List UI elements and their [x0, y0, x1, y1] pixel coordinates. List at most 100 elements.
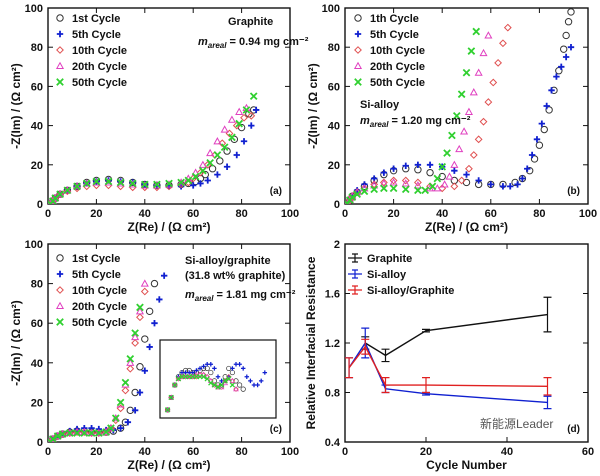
data-point: [141, 367, 148, 374]
y-tick-label: 40: [31, 121, 43, 133]
inset-point: [218, 382, 225, 388]
plot-frame: [344, 7, 589, 205]
data-point: [191, 172, 200, 181]
inset-point: [233, 386, 239, 392]
data-point: [440, 180, 449, 188]
data-point: [540, 125, 548, 134]
data-point: [184, 176, 193, 185]
x-tick-label: 20: [387, 208, 399, 220]
legend-marker: [56, 318, 64, 326]
x-tick-label: 0: [45, 208, 51, 220]
y-tick-label: 60: [31, 318, 43, 330]
inset-point: [240, 386, 246, 392]
data-point: [348, 193, 357, 201]
data-point: [177, 183, 185, 190]
y-axis-label: Relative Interfacial Resistance: [304, 256, 318, 429]
inset-point: [208, 380, 214, 386]
data-point: [455, 144, 464, 153]
data-point: [106, 423, 115, 432]
data-point: [401, 185, 410, 194]
data-point: [116, 398, 125, 407]
legend-marker: [348, 253, 362, 263]
data-point: [140, 287, 149, 296]
data-point: [494, 58, 502, 67]
data-point: [223, 163, 231, 170]
data-point: [474, 68, 483, 76]
data-point: [448, 131, 456, 140]
inset-point: [204, 376, 210, 382]
data-point: [464, 107, 473, 115]
legend-label: 20th Cycle: [72, 301, 127, 313]
data-point: [457, 176, 466, 185]
panel-note: Si-alloy: [360, 99, 400, 111]
data-point: [235, 119, 244, 128]
legend-marker: [353, 61, 363, 70]
inset-point: [258, 378, 264, 384]
panel-label: (c): [270, 424, 282, 435]
data-point: [121, 386, 130, 395]
data-point: [443, 149, 451, 157]
data-point: [82, 179, 91, 187]
data-point: [58, 430, 67, 438]
data-point: [131, 339, 140, 347]
inset-point: [240, 366, 246, 371]
x-tick-label: 100: [281, 208, 299, 220]
x-tick-label: 20: [420, 446, 432, 458]
legend-marker: [55, 301, 65, 310]
legend-marker: [56, 254, 64, 262]
data-point: [389, 184, 398, 193]
legend-label: 50th Cycle: [370, 77, 425, 89]
y-axis-label: -Z(Im) / (Ω cm²): [9, 300, 23, 386]
series-5: [48, 303, 144, 442]
x-tick-label: 60: [485, 208, 497, 220]
data-point: [562, 31, 570, 40]
data-point: [87, 429, 96, 437]
x-tick-label: 20: [90, 446, 102, 458]
inset-point: [233, 386, 239, 392]
data-point: [535, 141, 544, 149]
data-point: [153, 180, 161, 189]
error-bar: [345, 357, 354, 379]
data-point: [233, 151, 240, 159]
data-point: [80, 429, 89, 437]
x-axis-label: Z(Re) / (Ω cm²): [128, 458, 211, 472]
data-point: [558, 63, 565, 70]
y-tick-label: 0: [37, 437, 43, 449]
data-point: [213, 137, 222, 145]
data-point: [49, 435, 57, 442]
inset-point: [212, 366, 217, 371]
inset-point: [248, 378, 253, 384]
data-point: [72, 182, 82, 190]
data-point: [450, 182, 459, 191]
inset-point: [230, 366, 235, 371]
y-tick-label: 80: [31, 42, 43, 54]
legend-marker: [348, 269, 362, 279]
data-point: [116, 178, 125, 187]
error-bar: [543, 377, 552, 396]
data-point: [220, 125, 229, 133]
inset-point: [200, 374, 207, 380]
series-5: [345, 27, 481, 204]
legend-label: 5th Cycle: [370, 29, 419, 41]
inset-point: [201, 364, 206, 369]
legend-label: 50th Cycle: [72, 77, 127, 89]
x-tick-label: 80: [235, 446, 247, 458]
inset-point: [226, 376, 232, 382]
data-point: [223, 147, 231, 155]
error-bar: [381, 377, 390, 394]
data-point: [126, 355, 135, 363]
y-tick-label: 60: [31, 81, 43, 93]
panel-note: Graphite: [228, 16, 273, 28]
data-point: [150, 279, 159, 288]
data-point: [82, 179, 91, 188]
plot-frame: [47, 7, 291, 205]
x-tick-label: 40: [436, 208, 448, 220]
legend-label: 10th Cycle: [72, 45, 127, 57]
series-line: [348, 345, 548, 388]
y-tick-label: 1.6: [325, 289, 340, 301]
data-layer: [345, 296, 552, 410]
x-tick-label: 0: [342, 446, 348, 458]
data-point: [140, 279, 149, 287]
data-point: [479, 117, 488, 126]
legend-label: 20th Cycle: [72, 61, 127, 73]
